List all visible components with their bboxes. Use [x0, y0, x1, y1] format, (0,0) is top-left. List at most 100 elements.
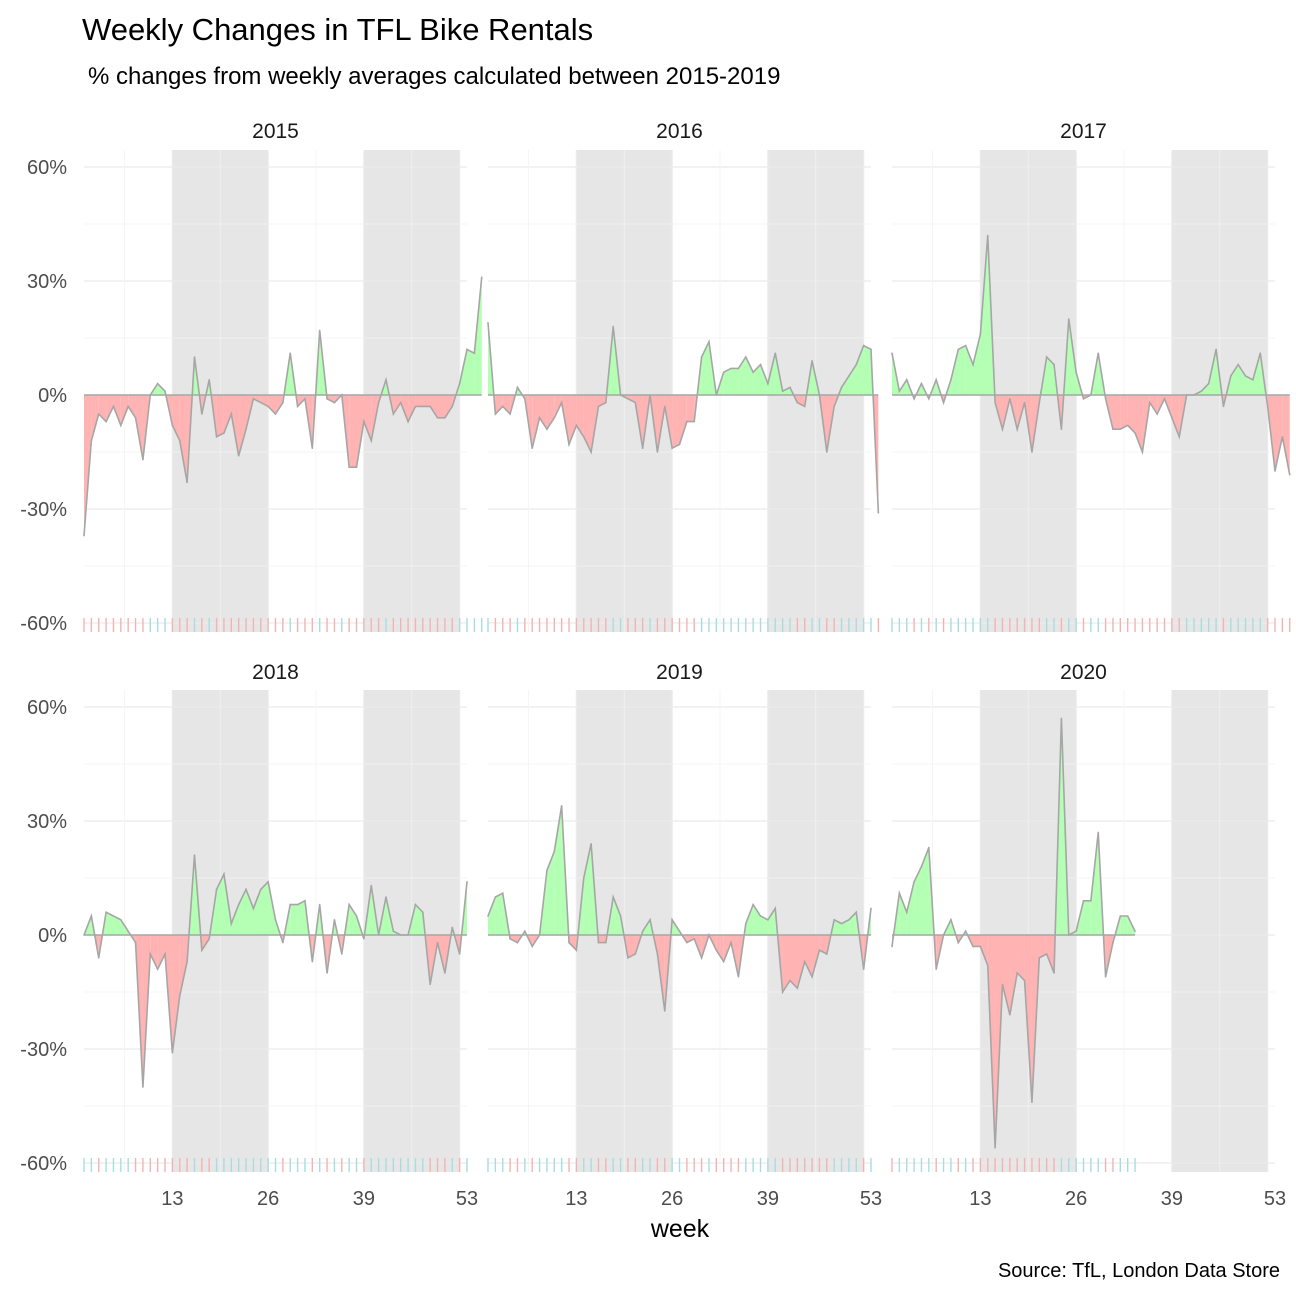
data-point: [112, 405, 115, 408]
panels: 2015 -60% -30% 0% 30% 60% 2016 2017 2018 -60% -30%…: [20, 120, 1291, 1210]
facet-panel-2017: 2017: [891, 120, 1291, 632]
data-point: [333, 401, 336, 404]
area-below-average: [172, 395, 180, 441]
facet-panel-2019: 2019 13 26 39 53: [487, 661, 882, 1210]
data-point: [1053, 972, 1055, 974]
data-point: [553, 850, 556, 853]
data-point: [979, 945, 982, 948]
data-point: [553, 417, 556, 419]
data-point: [1148, 401, 1151, 404]
data-point: [950, 919, 952, 921]
data-point: [560, 401, 563, 404]
data-point: [752, 371, 754, 374]
area-below-average: [356, 395, 364, 468]
data-point: [318, 329, 321, 332]
area-above-average: [980, 235, 988, 395]
x-axis-label: week: [650, 1215, 710, 1243]
data-point: [767, 382, 769, 385]
area-above-average: [906, 881, 915, 935]
data-point: [686, 420, 688, 423]
data-point: [429, 983, 431, 986]
area-above-average: [760, 364, 768, 395]
data-point: [289, 903, 292, 906]
chart-title: Weekly Changes in TFL Bike Rentals: [82, 12, 593, 47]
area-below-average: [268, 395, 276, 414]
data-point: [90, 439, 93, 442]
data-point: [803, 960, 806, 963]
data-point: [833, 919, 835, 921]
data-point: [1067, 934, 1070, 936]
facet-strip-label: 2020: [1060, 661, 1107, 684]
data-point: [1274, 470, 1276, 472]
data-point: [385, 379, 387, 381]
area-below-average: [583, 395, 592, 452]
data-point: [1009, 1014, 1011, 1016]
data-point: [1001, 983, 1004, 986]
data-point: [913, 881, 915, 883]
area-above-average: [613, 897, 621, 935]
area-below-average: [349, 395, 357, 468]
data-point: [752, 903, 754, 906]
data-point: [1230, 375, 1232, 377]
data-point: [619, 915, 622, 917]
data-point: [818, 949, 821, 951]
data-point: [1016, 428, 1019, 431]
data-point: [781, 991, 784, 993]
area-below-average: [1282, 395, 1290, 475]
data-point: [142, 1086, 144, 1088]
data-point: [693, 938, 696, 940]
data-point: [178, 439, 181, 442]
data-point: [451, 405, 454, 408]
data-point: [414, 903, 417, 906]
data-point: [466, 348, 468, 351]
data-point: [1185, 394, 1188, 396]
area-above-average: [1252, 353, 1261, 395]
data-point: [1252, 379, 1254, 381]
data-point: [840, 386, 843, 389]
area-below-average: [782, 935, 790, 992]
area-below-average: [1120, 395, 1128, 430]
data-point: [509, 938, 511, 940]
area-below-average: [797, 935, 805, 989]
y-tick-label: -60%: [20, 1153, 67, 1175]
data-point: [575, 949, 578, 951]
data-point: [1067, 318, 1070, 320]
data-point: [744, 356, 747, 358]
area-below-average: [363, 395, 372, 441]
data-point: [120, 424, 122, 427]
data-point: [178, 995, 181, 997]
y-tick-label: 30%: [27, 811, 67, 833]
data-point: [97, 957, 100, 959]
area-above-average: [1120, 916, 1128, 935]
data-point: [1023, 401, 1026, 404]
area-above-average: [474, 277, 482, 395]
data-point: [259, 401, 262, 404]
area-below-average: [120, 395, 129, 426]
data-point: [407, 934, 409, 936]
area-below-average: [408, 395, 416, 422]
data-point: [796, 987, 799, 989]
area-above-average: [1083, 900, 1091, 935]
area-above-average: [1245, 376, 1253, 395]
data-point: [789, 386, 791, 389]
data-point: [531, 945, 533, 948]
area-above-average: [856, 345, 864, 395]
data-point: [1215, 348, 1217, 351]
data-point: [304, 398, 306, 400]
area-above-average: [899, 893, 907, 935]
data-point: [811, 360, 813, 362]
data-point: [1023, 979, 1026, 982]
area-above-average: [841, 919, 849, 935]
data-point: [597, 405, 600, 408]
facet-panel-2015: 2015 -60% -30% 0% 30% 60%: [20, 120, 483, 635]
area-above-average: [782, 387, 790, 395]
data-point: [898, 892, 901, 894]
data-point: [1193, 394, 1195, 396]
x-tick-label: 13: [161, 1188, 183, 1210]
area-below-average: [532, 395, 540, 449]
area-below-average: [437, 395, 445, 418]
area-above-average: [253, 889, 261, 935]
x-tick-label: 53: [860, 1188, 882, 1210]
data-point: [1266, 405, 1269, 408]
data-point: [700, 957, 703, 959]
